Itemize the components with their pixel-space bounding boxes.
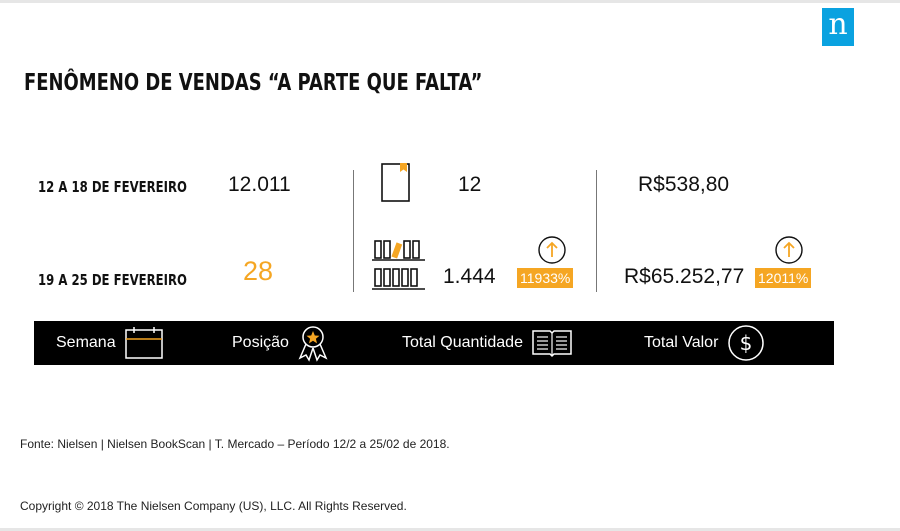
quantity-growth-badge: 11933% [517, 268, 574, 288]
legend-total-quantity: Total Quantidade [402, 321, 573, 365]
open-book-icon [532, 330, 572, 358]
legend-position-label: Posição [232, 334, 289, 351]
quantity-week-1: 12 [458, 173, 482, 196]
legend-week: Semana [56, 321, 164, 365]
bookshelf-icon [371, 238, 427, 299]
copyright-note: Copyright © 2018 The Nielsen Company (US… [20, 499, 407, 513]
source-note: Fonte: Nielsen | Nielsen BookScan | T. M… [20, 437, 450, 451]
calendar-icon [124, 327, 163, 359]
period-label-week-2: 19 A 25 DE FEVEREIRO [38, 271, 187, 289]
column-divider-2 [596, 170, 597, 292]
dollar-coin-icon: $ [728, 325, 765, 361]
period-label-week-1: 12 A 18 DE FEVEREIRO [38, 178, 187, 196]
value-week-2: R$65.252,77 [624, 265, 745, 288]
position-week-1: 12.011 [228, 173, 291, 196]
value-growth-badge: 12011% [755, 268, 812, 288]
arrow-up-circle-icon [774, 235, 804, 270]
top-divider [0, 0, 900, 3]
svg-text:$: $ [740, 331, 753, 355]
bottom-divider [0, 528, 900, 531]
value-week-1: R$538,80 [638, 173, 730, 196]
legend-total-value: Total Valor $ [644, 321, 766, 365]
position-week-2: 28 [243, 256, 274, 286]
single-book-icon [381, 163, 411, 208]
legend-bar: Semana Posição Total Quantidade [34, 321, 834, 365]
quantity-week-2: 1.444 [443, 265, 496, 288]
legend-position: Posição [232, 321, 329, 365]
legend-total-value-label: Total Valor [644, 334, 719, 351]
page-title: FENÔMENO DE VENDAS “A PARTE QUE FALTA” [24, 70, 483, 96]
arrow-up-circle-icon [537, 235, 567, 270]
legend-total-quantity-label: Total Quantidade [402, 334, 523, 351]
nielsen-logo: n [822, 8, 854, 46]
column-divider-1 [353, 170, 354, 292]
award-ribbon-icon [298, 326, 328, 362]
legend-week-label: Semana [56, 334, 116, 351]
